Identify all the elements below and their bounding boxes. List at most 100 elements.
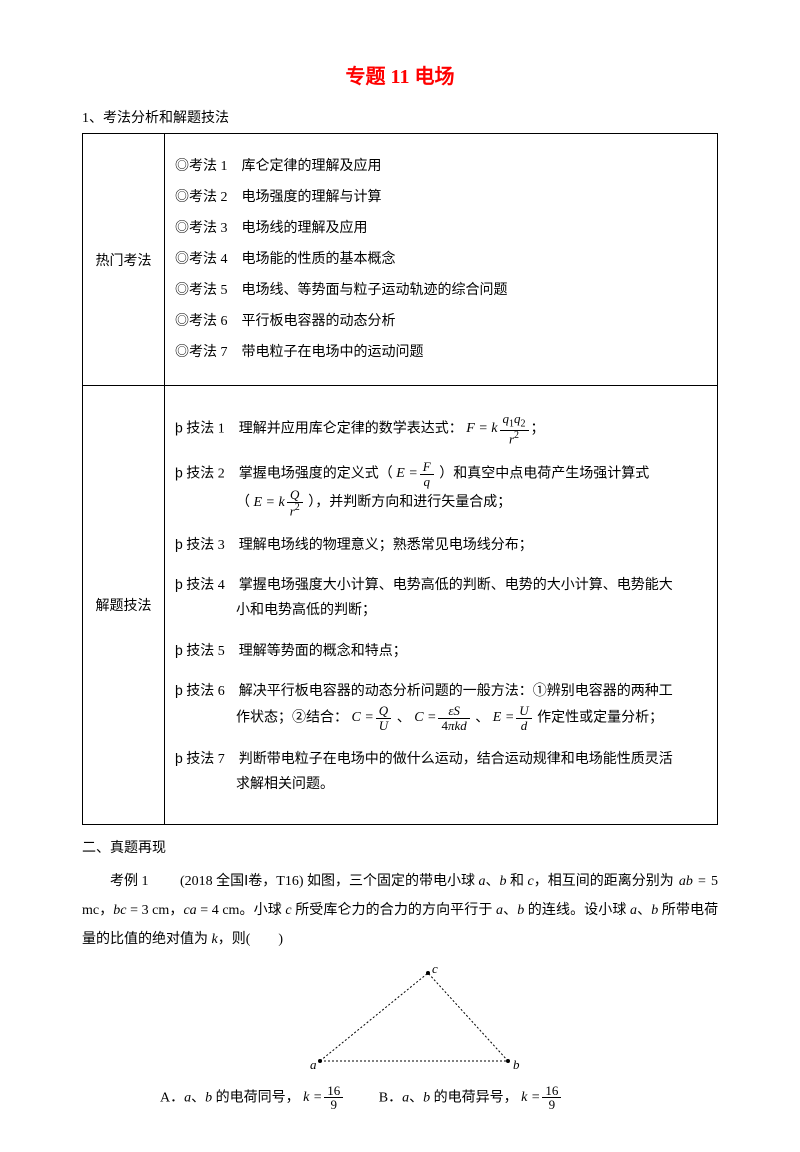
skill-text: 技法 7 判断带电粒子在电场中的做什么运动，结合运动规律和电场能性质灵活	[186, 752, 673, 767]
exam-text: 考法 3 电场线的理解及应用	[189, 221, 368, 236]
denominator: 9	[542, 1098, 561, 1112]
skill-text: ）和真空中点电荷产生场强计算式	[439, 466, 649, 481]
triangle-diagram: a b c	[260, 963, 540, 1078]
numerator: 16	[542, 1084, 561, 1099]
exam-list: ◎考法 1 库仑定律的理解及应用 ◎考法 2 电场强度的理解与计算 ◎考法 3 …	[175, 156, 707, 363]
vertex-c-dot	[426, 971, 430, 975]
list-item: þ 技法 1 理解并应用库仑定律的数学表达式： F = kq1q2r2；	[175, 412, 707, 446]
skill-text: 、	[475, 710, 489, 725]
denominator: 9	[324, 1098, 343, 1112]
formula: k =169	[303, 1090, 345, 1105]
opt-text: 、	[191, 1090, 205, 1105]
skill-marker: þ	[175, 682, 183, 698]
opt-text: 、	[409, 1090, 423, 1105]
list-item: þ 技法 3 理解电场线的物理意义；熟悉常见电场线分布；	[175, 532, 707, 558]
section2: 二、真题再现 考例 1 (2018 全国Ⅰ卷，T16) 如图，三个固定的带电小球…	[82, 837, 718, 1112]
var-bc: bc	[113, 903, 126, 918]
opt-text: 的电荷同号，	[212, 1090, 300, 1105]
list-item: ◎考法 2 电场强度的理解与计算	[175, 187, 707, 208]
marker: ◎	[175, 345, 189, 360]
formula-lhs: F = k	[466, 421, 497, 436]
question-line1: 考例 1 (2018 全国Ⅰ卷，T16) 如图，三个固定的带电小球 a、b 和 …	[82, 867, 674, 896]
formula-lhs: C =	[352, 710, 374, 725]
skill-continuation: 作状态；②结合： C =QU 、 C =εS4πkd 、 E =Ud 作定性或定…	[175, 704, 707, 732]
skill-continuation: 求解相关问题。	[175, 772, 707, 797]
denominator: d	[516, 719, 531, 733]
skill-continuation: （ E = kQr2 ），并判断方向和进行矢量合成；	[175, 488, 707, 518]
vertex-b-label: b	[513, 1057, 520, 1072]
skill-text: 作状态；②结合：	[236, 710, 348, 725]
list-item: ◎考法 7 带电粒子在电场中的运动问题	[175, 342, 707, 363]
var-ca: ca	[183, 903, 196, 918]
list-item: þ 技法 4 掌握电场强度大小计算、电势高低的判断、电势的大小计算、电势能大 小…	[175, 572, 707, 623]
title-suffix: 电场	[409, 66, 454, 88]
exam-text: 考法 2 电场强度的理解与计算	[189, 190, 382, 205]
formula: E =Fq	[396, 466, 435, 481]
var-a: a	[496, 903, 503, 918]
formula: F = kq1q2r2	[466, 421, 530, 436]
page-title: 专题 11 电场	[82, 60, 718, 89]
exam-text: 考法 7 带电粒子在电场中的运动问题	[189, 345, 424, 360]
formula: C =QU	[352, 710, 394, 725]
skill-text: 技法 6 解决平行板电容器的动态分析问题的一般方法：①辨别电容器的两种工	[186, 684, 673, 699]
skill-text: ；	[531, 421, 545, 436]
marker: ◎	[175, 252, 189, 267]
list-item: þ 技法 2 掌握电场强度的定义式（ E =Fq ）和真空中点电荷产生场强计算式…	[175, 460, 707, 518]
q-text: 的连线。设小球	[524, 903, 626, 918]
question-source: (2018 全国Ⅰ卷，T16)	[180, 874, 304, 889]
question-block: 考例 1 (2018 全国Ⅰ卷，T16) 如图，三个固定的带电小球 a、b 和 …	[82, 867, 718, 955]
marker: ◎	[175, 159, 189, 174]
denominator: q	[420, 475, 434, 489]
exam-text: 考法 6 平行板电容器的动态分析	[189, 314, 396, 329]
list-item: þ 技法 7 判断带电粒子在电场中的做什么运动，结合运动规律和电场能性质灵活 求…	[175, 746, 707, 797]
formula-lhs: k =	[303, 1090, 322, 1105]
list-item: ◎考法 6 平行板电容器的动态分析	[175, 311, 707, 332]
fraction: 169	[324, 1084, 343, 1112]
exam-text: 考法 4 电场能的性质的基本概念	[189, 252, 396, 267]
fraction: 169	[542, 1084, 561, 1112]
numerator: F	[420, 460, 434, 475]
formula: C =εS4πkd	[414, 710, 472, 725]
formula-lhs: E = k	[254, 495, 285, 510]
fraction: Ud	[516, 704, 531, 732]
q-text: ，则( )	[218, 932, 283, 947]
exam-text: 考法 5 电场线、等势面与粒子运动轨迹的综合问题	[189, 283, 508, 298]
q-text: 、	[503, 903, 517, 918]
vertex-a-dot	[318, 1059, 322, 1063]
row-label-skills: 解题技法	[83, 386, 165, 825]
denominator: U	[376, 719, 391, 733]
fraction: q1q2r2	[500, 412, 529, 446]
formula: E = kQr2	[254, 495, 305, 510]
formula: E =Ud	[493, 710, 534, 725]
numerator: Q	[376, 704, 391, 719]
skill-text: ），并判断方向和进行矢量合成；	[308, 495, 511, 510]
fraction: εS4πkd	[438, 704, 469, 732]
list-item: ◎考法 1 库仑定律的理解及应用	[175, 156, 707, 177]
option-a: A．a、b 的电荷同号， k =169	[160, 1084, 345, 1112]
marker: ◎	[175, 221, 189, 236]
vertex-c-label: c	[432, 963, 438, 976]
formula-lhs: E =	[396, 466, 418, 481]
skill-text: （	[236, 495, 250, 510]
opt-label: A．	[160, 1090, 184, 1105]
skill-marker: þ	[175, 536, 183, 552]
marker: ◎	[175, 190, 189, 205]
skill-list: þ 技法 1 理解并应用库仑定律的数学表达式： F = kq1q2r2； þ 技…	[175, 412, 707, 798]
list-item: ◎考法 4 电场能的性质的基本概念	[175, 249, 707, 270]
numerator: εS	[438, 704, 469, 719]
fraction: Fq	[420, 460, 434, 488]
skill-text: 技法 5 理解等势面的概念和特点；	[186, 644, 407, 659]
exams-cell: ◎考法 1 库仑定律的理解及应用 ◎考法 2 电场强度的理解与计算 ◎考法 3 …	[165, 134, 718, 386]
q-text: 、	[637, 903, 651, 918]
question-label: 考例 1	[110, 874, 149, 889]
q-text: = 3 cm，	[127, 903, 184, 918]
list-item: þ 技法 5 理解等势面的概念和特点；	[175, 638, 707, 664]
options-row: A．a、b 的电荷同号， k =169 B．a、b 的电荷异号， k =169	[82, 1084, 718, 1112]
skill-marker: þ	[175, 464, 183, 480]
q-text: 和	[507, 874, 528, 889]
main-table: 热门考法 ◎考法 1 库仑定律的理解及应用 ◎考法 2 电场强度的理解与计算 ◎…	[82, 133, 718, 825]
skill-text: 作定性或定量分析；	[537, 710, 663, 725]
row-label-exams: 热门考法	[83, 134, 165, 386]
fraction: Qr2	[287, 488, 303, 518]
skills-cell: þ 技法 1 理解并应用库仑定律的数学表达式： F = kq1q2r2； þ 技…	[165, 386, 718, 825]
